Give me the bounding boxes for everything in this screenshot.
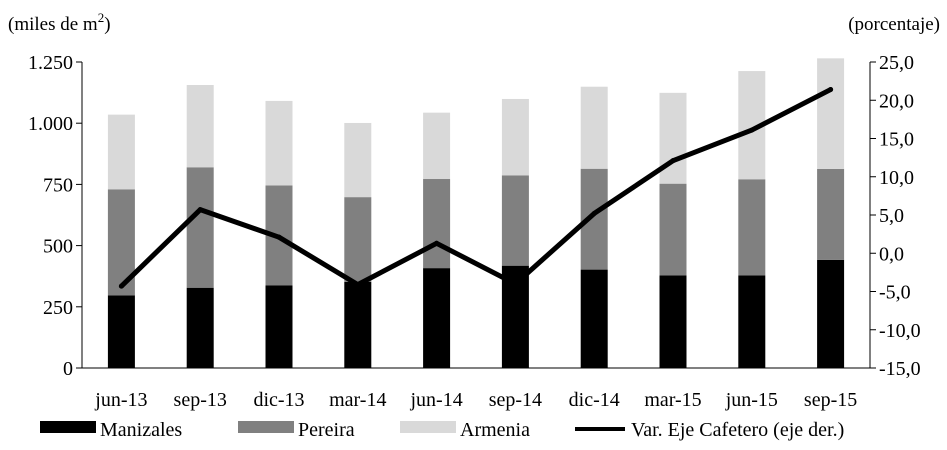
legend-label-manizales: Manizales	[100, 419, 182, 441]
category-label: sep-13	[174, 389, 227, 411]
line-point-jun-15	[749, 127, 755, 133]
axes-layer	[76, 61, 876, 369]
left-axis-title: (miles de m2)	[8, 10, 111, 35]
right-tick-label: -10,0	[879, 320, 921, 342]
bar-pereira-sep-13	[186, 167, 214, 288]
bar-manizales-mar-14	[344, 281, 372, 368]
category-label: sep-14	[489, 389, 542, 411]
line-point-jun-13	[118, 283, 124, 289]
right-tick-label: 10,0	[879, 167, 914, 189]
bar-armenia-jun-14	[423, 112, 451, 180]
line-point-sep-15	[828, 87, 834, 93]
legend-swatch-armenia	[400, 421, 456, 433]
bar-pereira-mar-14	[344, 197, 372, 282]
right-tick-label: -15,0	[879, 358, 921, 380]
bar-pereira-jun-15	[738, 179, 766, 276]
line-point-dic-13	[276, 234, 282, 240]
left-tick-label: 1.250	[28, 52, 73, 74]
right-axis-title: (porcentaje)	[848, 14, 940, 35]
line-point-mar-15	[670, 158, 676, 164]
right-tick-label: 0,0	[879, 243, 904, 265]
bars-layer	[107, 58, 845, 368]
bar-armenia-dic-13	[265, 100, 293, 186]
bar-armenia-mar-15	[659, 92, 687, 184]
left-tick-label: 0	[63, 358, 73, 380]
left-tick-label: 1.000	[28, 113, 73, 135]
right-tick-label: 5,0	[879, 205, 904, 227]
bar-manizales-mar-15	[659, 275, 687, 368]
line-point-sep-14	[512, 281, 518, 287]
labels-layer: 0 250 500 750 1.000 1.250 -15,0 -10,0 -5,0 0,0 5,0…	[28, 52, 921, 411]
left-tick-label: 500	[43, 236, 73, 258]
category-label: jun-13	[94, 389, 147, 411]
bar-manizales-sep-15	[817, 259, 845, 368]
bar-armenia-mar-14	[344, 122, 372, 198]
bar-pereira-jun-14	[423, 179, 451, 269]
bar-armenia-sep-14	[501, 98, 529, 176]
bar-pereira-sep-14	[501, 175, 529, 266]
right-tick-label: 15,0	[879, 129, 914, 151]
line-point-mar-14	[355, 282, 361, 288]
bar-manizales-dic-14	[580, 269, 608, 368]
bar-pereira-sep-15	[817, 168, 845, 260]
bar-manizales-jun-13	[107, 295, 135, 368]
bar-armenia-sep-13	[186, 85, 214, 168]
category-label: sep-15	[804, 389, 857, 411]
legend-label-armenia: Armenia	[460, 419, 530, 441]
line-layer	[118, 87, 834, 289]
bar-manizales-jun-15	[738, 275, 766, 368]
bar-manizales-jun-14	[423, 268, 451, 368]
category-label: mar-14	[329, 389, 386, 411]
right-tick-label: 20,0	[879, 90, 914, 112]
line-point-jun-14	[434, 240, 440, 246]
right-tick-label: 25,0	[879, 52, 914, 74]
legend-swatch-pereira	[238, 421, 294, 433]
category-label: dic-14	[569, 389, 620, 411]
category-label: jun-14	[409, 389, 462, 411]
left-axis-title-superscript: 2	[98, 10, 105, 25]
category-label: dic-13	[253, 389, 304, 411]
line-point-sep-13	[197, 207, 203, 213]
legend-swatch-manizales	[40, 421, 96, 433]
bar-pereira-mar-15	[659, 183, 687, 276]
line-var-eje-cafetero-eje-der-	[118, 87, 834, 289]
left-tick-label: 250	[43, 297, 73, 319]
bar-armenia-dic-14	[580, 86, 608, 169]
category-label: jun-15	[725, 389, 778, 411]
bar-manizales-dic-13	[265, 285, 293, 368]
bar-armenia-jun-13	[107, 114, 135, 190]
left-tick-label: 750	[43, 174, 73, 196]
bar-manizales-sep-13	[186, 287, 214, 368]
category-label: mar-15	[644, 389, 701, 411]
right-tick-label: -5,0	[879, 282, 911, 304]
legend-label-pereira: Pereira	[298, 419, 355, 441]
legend: Manizales Pereira Armenia Var. Eje Cafetero…	[40, 419, 844, 441]
legend-label-var-eje-cafetero-eje-der-: Var. Eje Cafetero (eje der.)	[631, 419, 844, 441]
line-point-dic-14	[591, 210, 597, 216]
bar-armenia-sep-15	[817, 58, 845, 169]
